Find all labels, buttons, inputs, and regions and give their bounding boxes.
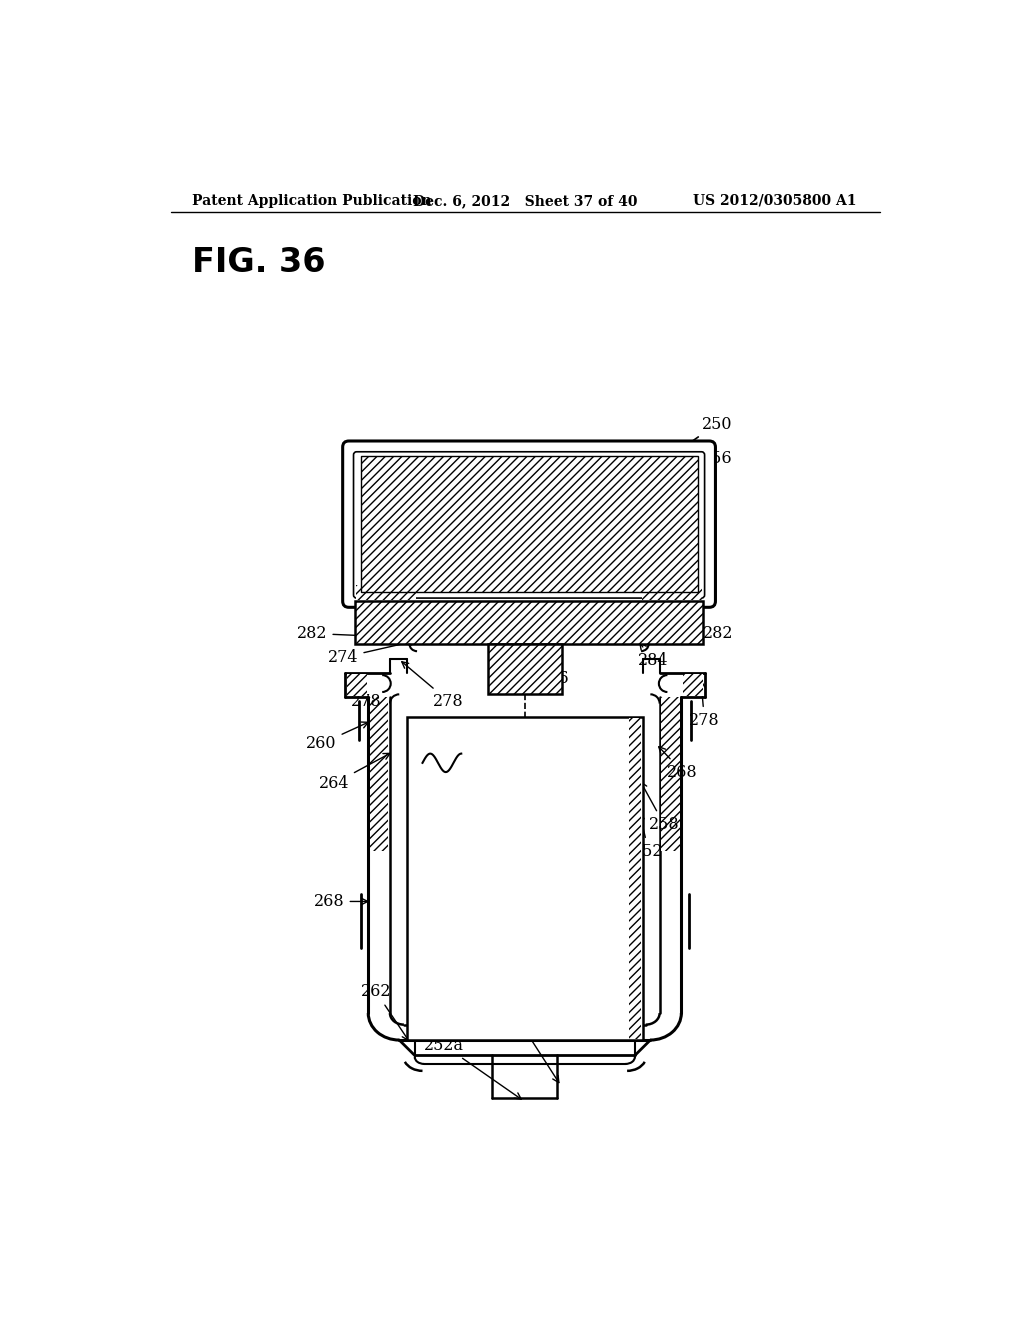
- Bar: [488, 644, 562, 693]
- Text: 268: 268: [658, 747, 698, 780]
- FancyBboxPatch shape: [353, 451, 705, 598]
- Bar: [407, 717, 643, 1040]
- Bar: [360, 457, 697, 591]
- Bar: [355, 601, 703, 644]
- Text: 252a: 252a: [424, 1038, 521, 1100]
- Bar: [683, 675, 703, 696]
- Text: 274: 274: [328, 639, 417, 665]
- Bar: [662, 697, 680, 851]
- Text: 282: 282: [297, 624, 362, 642]
- Text: 284: 284: [638, 643, 669, 669]
- Text: 260: 260: [306, 722, 369, 752]
- Text: 268: 268: [314, 892, 368, 909]
- Text: 278: 278: [689, 681, 720, 729]
- Bar: [346, 675, 367, 696]
- Text: 278: 278: [351, 680, 382, 710]
- Text: FIG. 36: FIG. 36: [191, 246, 325, 279]
- Text: 250: 250: [643, 416, 732, 475]
- Text: 258: 258: [641, 781, 680, 833]
- Text: 256: 256: [636, 450, 732, 503]
- Text: 262: 262: [360, 983, 409, 1040]
- Bar: [356, 585, 417, 601]
- Text: 264: 264: [318, 754, 390, 792]
- Text: Dec. 6, 2012   Sheet 37 of 40: Dec. 6, 2012 Sheet 37 of 40: [413, 194, 637, 207]
- Text: 276: 276: [539, 669, 569, 686]
- Text: 278: 278: [401, 661, 464, 710]
- FancyBboxPatch shape: [343, 441, 716, 607]
- Text: 282: 282: [695, 624, 733, 642]
- Text: Patent Application Publication: Patent Application Publication: [191, 194, 431, 207]
- Text: 266: 266: [508, 1019, 559, 1082]
- Bar: [370, 697, 388, 851]
- Text: 252: 252: [633, 813, 664, 859]
- Bar: [642, 585, 702, 601]
- Bar: [629, 718, 641, 1039]
- Text: US 2012/0305800 A1: US 2012/0305800 A1: [693, 194, 856, 207]
